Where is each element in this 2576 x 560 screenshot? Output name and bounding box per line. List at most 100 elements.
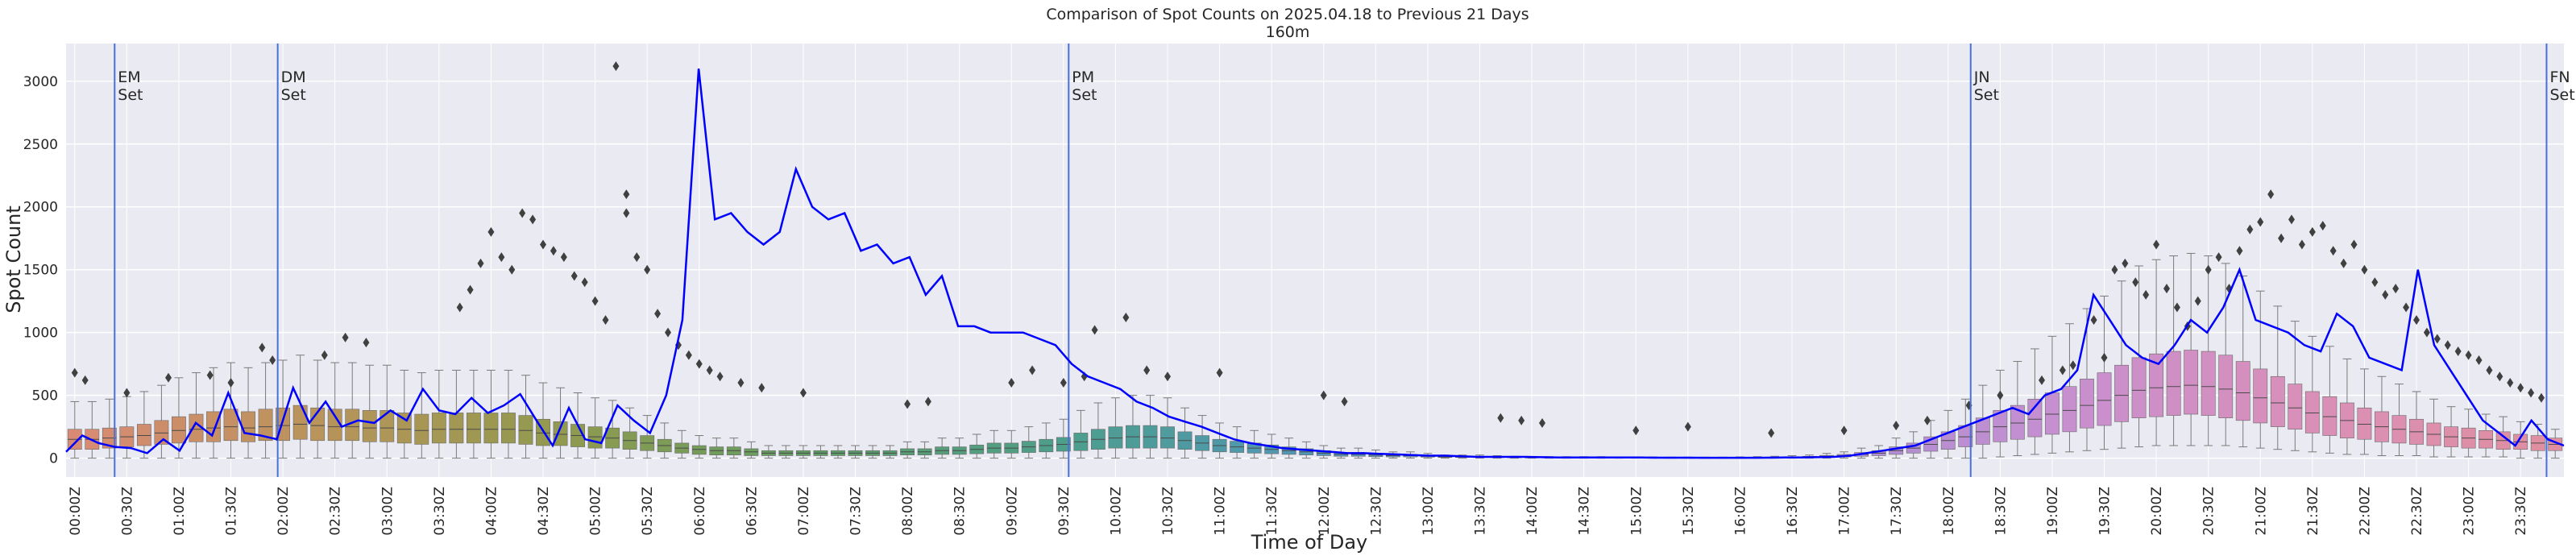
x-tick-label: 01:30Z (224, 487, 240, 536)
x-tick-label: 06:30Z (744, 487, 760, 536)
y-tick-label: 1000 (23, 326, 58, 342)
outlier-marker (1091, 325, 1098, 335)
x-tick-label: 16:00Z (1732, 487, 1748, 536)
outlier-marker (2444, 340, 2451, 351)
x-tick-label: 12:00Z (1317, 487, 1333, 536)
x-tick-label: 03:00Z (380, 487, 396, 536)
box-iqr (587, 426, 603, 449)
event-label-name: DM (281, 68, 306, 86)
outlier-marker (2392, 284, 2400, 294)
x-tick-label: 07:00Z (796, 487, 812, 536)
x-tick-label: 21:30Z (2305, 487, 2321, 536)
box-iqr (2010, 404, 2025, 440)
outlier-marker (81, 375, 89, 385)
x-tick-label: 20:30Z (2201, 487, 2217, 536)
box-iqr (327, 409, 342, 442)
box-iqr (553, 421, 568, 446)
x-tick-label: 22:00Z (2357, 487, 2373, 536)
outlier-marker (1216, 367, 1223, 378)
box-iqr (241, 411, 255, 442)
box-iqr (414, 413, 429, 445)
y-tick-label: 2000 (23, 200, 58, 216)
outlier-marker (550, 246, 557, 256)
box-iqr (691, 445, 707, 455)
outlier-marker (758, 383, 765, 393)
outlier-marker (1539, 417, 1546, 428)
x-tick-label: 06:00Z (692, 487, 708, 536)
outlier-marker (123, 388, 131, 398)
outlier-marker (1060, 378, 1067, 388)
x-tick-label: 03:30Z (432, 487, 448, 536)
x-tick-label: 02:00Z (276, 487, 292, 536)
x-tick-label: 04:30Z (536, 487, 552, 536)
box-iqr (2357, 407, 2372, 440)
box-iqr (1975, 417, 1990, 445)
box-iqr (1993, 410, 2008, 442)
x-tick-label: 14:00Z (1524, 487, 1541, 536)
outlier-marker (477, 258, 484, 268)
outlier-marker (2340, 258, 2347, 268)
outlier-marker (695, 359, 703, 369)
box-iqr (2235, 361, 2250, 421)
box-iqr (292, 404, 308, 440)
outlier-marker (1008, 378, 1015, 388)
outlier-marker (2111, 264, 2118, 275)
x-tick-label: 16:30Z (1785, 487, 1801, 536)
outlier-marker (519, 208, 526, 218)
outlier-marker (529, 214, 537, 225)
y-tick-label: 500 (32, 388, 58, 404)
outlier-marker (924, 396, 931, 407)
outlier-marker (2153, 239, 2160, 250)
x-tick-label: 19:00Z (2045, 487, 2061, 536)
outlier-marker (716, 371, 724, 382)
y-tick-label: 0 (49, 451, 58, 467)
outlier-marker (269, 355, 276, 365)
outlier-marker (2403, 302, 2410, 313)
outlier-marker (363, 338, 370, 348)
box-iqr (396, 413, 412, 444)
box-iqr (172, 416, 186, 444)
box-iqr (2045, 392, 2060, 435)
box-iqr (2131, 357, 2147, 419)
outlier-marker (456, 302, 463, 313)
x-tick-label: 17:00Z (1837, 487, 1853, 536)
x-tick-label: 15:00Z (1628, 487, 1645, 536)
outlier-marker (2486, 365, 2493, 375)
x-tick-label: 09:00Z (1004, 487, 1020, 536)
outlier-marker (2319, 221, 2326, 231)
outlier-marker (2122, 258, 2129, 268)
box-iqr (2218, 355, 2234, 419)
outlier-marker (498, 252, 505, 263)
outlier-marker (540, 239, 547, 250)
outlier-marker (1923, 415, 1931, 425)
outlier-marker (508, 264, 516, 275)
outlier-marker (1518, 415, 1525, 425)
box-iqr (466, 413, 481, 444)
outlier-marker (2288, 214, 2296, 225)
event-label-set: Set (118, 86, 143, 104)
box-iqr (2027, 399, 2043, 438)
box-iqr (223, 409, 239, 442)
event-label-name: PM (1072, 68, 1094, 86)
event-label-name: JN (1973, 68, 1990, 86)
outlier-marker (342, 332, 349, 342)
outlier-marker (685, 350, 692, 360)
outlier-marker (2246, 224, 2254, 234)
x-tick-label: 13:30Z (1473, 487, 1489, 536)
box-iqr (2097, 372, 2112, 426)
box-iqr (258, 409, 273, 442)
outlier-marker (644, 264, 651, 275)
chart-subtitle: 160m (1266, 23, 1310, 41)
box-iqr (2114, 364, 2129, 422)
event-label-set: Set (281, 86, 306, 104)
outlier-marker (2496, 371, 2503, 382)
x-tick-label: 23:00Z (2462, 487, 2478, 536)
x-tick-label: 20:00Z (2149, 487, 2165, 536)
boxplots (67, 252, 2563, 459)
outlier-marker (206, 370, 214, 380)
event-label-name: EM (118, 68, 140, 86)
outlier-marker (487, 226, 495, 237)
x-tick-label: 00:30Z (119, 487, 135, 536)
